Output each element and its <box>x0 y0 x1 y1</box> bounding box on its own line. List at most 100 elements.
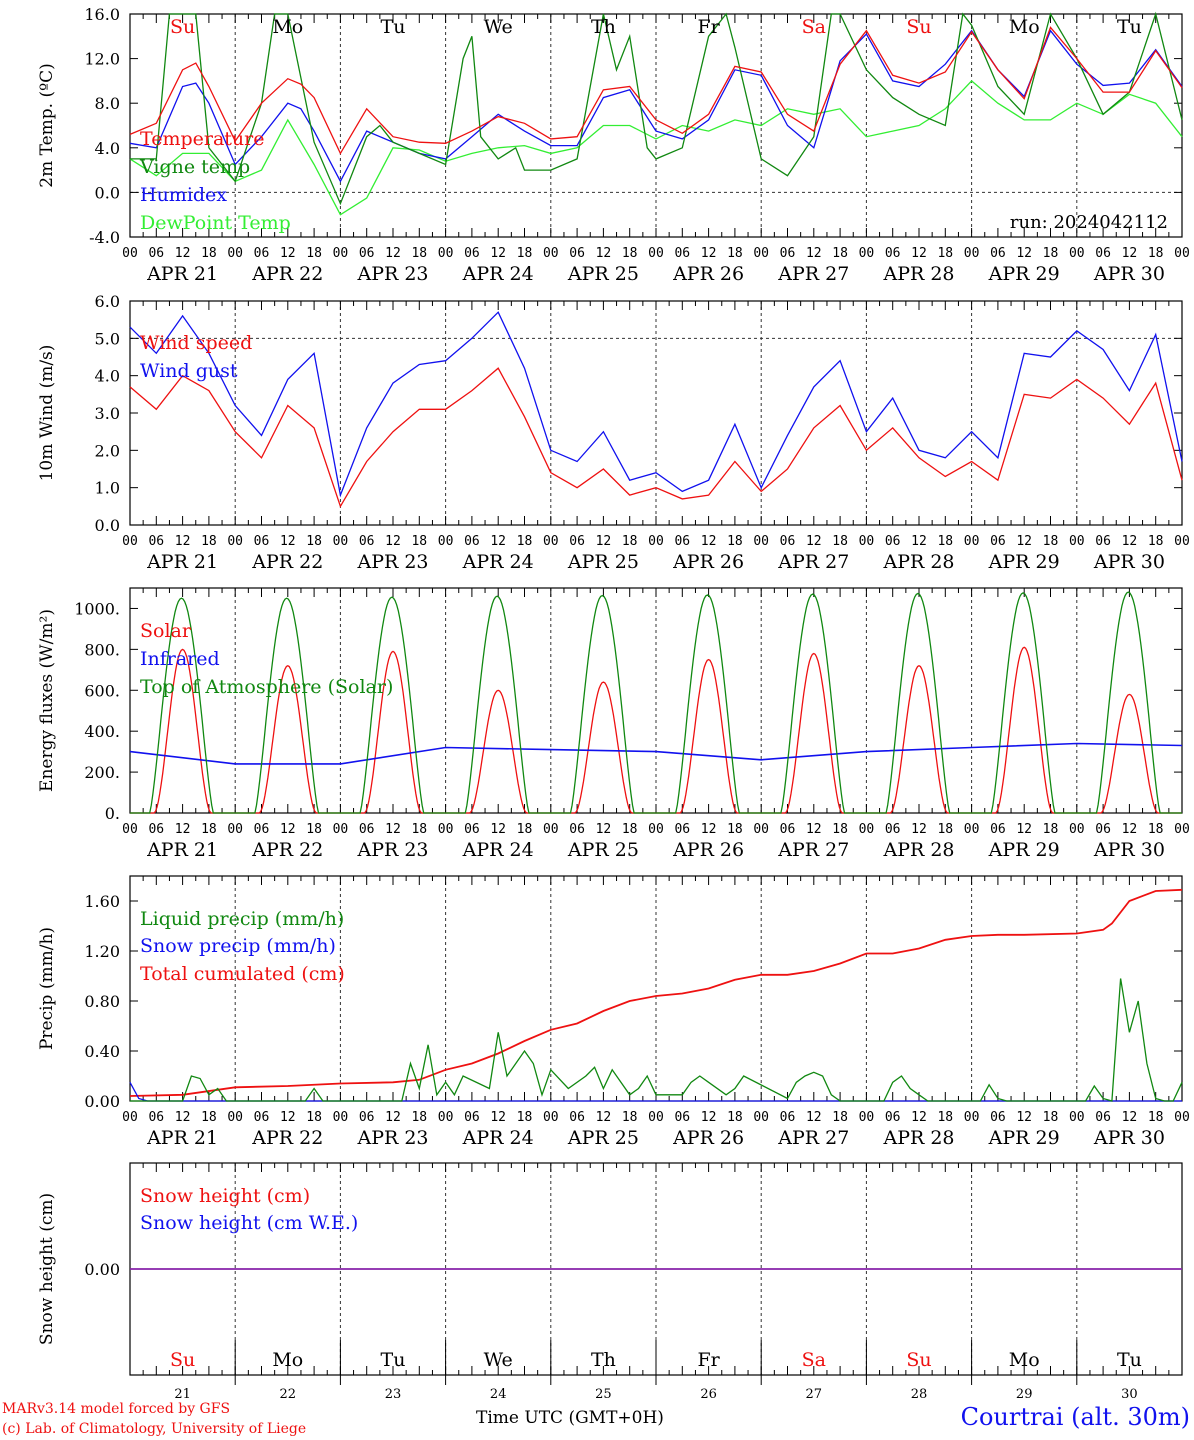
y-tick-label: 5.0 <box>95 329 120 348</box>
snow-legend-item: Snow height (cm) <box>140 1185 310 1207</box>
hour-tick-label: 00 <box>859 1110 875 1125</box>
weekday-label: Fr <box>697 16 720 38</box>
hour-tick-label: 00 <box>648 822 664 837</box>
hour-tick-label: 06 <box>780 534 796 549</box>
hour-tick-label: 06 <box>674 246 690 261</box>
hour-tick-label: 12 <box>175 534 191 549</box>
y-tick-label: 0.00 <box>84 1092 120 1111</box>
hour-tick-label: 18 <box>727 1110 743 1125</box>
hour-tick-label: 18 <box>411 246 427 261</box>
weekday-label: Tu <box>381 16 406 38</box>
hour-tick-label: 12 <box>1122 1110 1138 1125</box>
date-label: APR 24 <box>462 839 534 861</box>
hour-tick-label: 00 <box>543 246 559 261</box>
hour-tick-label: 06 <box>780 1110 796 1125</box>
hour-tick-label: 06 <box>464 1110 480 1125</box>
hour-tick-label: 12 <box>806 246 822 261</box>
date-label: APR 29 <box>988 839 1060 861</box>
hour-tick-label: 12 <box>175 246 191 261</box>
date-label: APR 23 <box>356 839 428 861</box>
hour-tick-label: 00 <box>122 822 138 837</box>
hour-tick-label: 18 <box>1148 534 1164 549</box>
hour-tick-label: 06 <box>885 822 901 837</box>
hour-tick-label: 00 <box>543 534 559 549</box>
date-label: APR 23 <box>356 551 428 573</box>
hour-tick-label: 12 <box>1016 822 1032 837</box>
y-tick-label: 1.0 <box>95 479 120 498</box>
hour-tick-label: 06 <box>359 246 375 261</box>
hour-tick-label: 12 <box>806 1110 822 1125</box>
hour-tick-label: 06 <box>464 534 480 549</box>
hour-tick-label: 00 <box>753 246 769 261</box>
hour-tick-label: 06 <box>148 246 164 261</box>
hour-tick-label: 00 <box>648 1110 664 1125</box>
temp-legend-item: DewPoint Temp <box>140 212 291 234</box>
hour-tick-label: 06 <box>990 822 1006 837</box>
hour-tick-label: 12 <box>1122 822 1138 837</box>
date-label: APR 27 <box>777 1127 849 1149</box>
hour-tick-label: 06 <box>1095 1110 1111 1125</box>
hour-tick-label: 06 <box>569 822 585 837</box>
hour-tick-label: 00 <box>964 822 980 837</box>
wind-y-axis-label: 10m Wind (m/s) <box>37 345 57 482</box>
hour-tick-label: 06 <box>1095 534 1111 549</box>
date-label: APR 23 <box>356 263 428 285</box>
hour-tick-label: 00 <box>964 534 980 549</box>
date-label: APR 21 <box>146 263 218 285</box>
day-number-label: 28 <box>911 1387 928 1402</box>
y-tick-label: 8.0 <box>95 94 120 113</box>
hour-tick-label: 18 <box>727 534 743 549</box>
hour-tick-label: 18 <box>937 1110 953 1125</box>
hour-tick-label: 06 <box>148 1110 164 1125</box>
energy-legend-item: Top of Atmosphere (Solar) <box>140 676 393 698</box>
station-label: Courtrai (alt. 30m) <box>961 1403 1190 1431</box>
weekday-label: Su <box>170 16 195 38</box>
y-tick-label: 0. <box>105 804 120 823</box>
hour-tick-label: 06 <box>885 1110 901 1125</box>
y-tick-label: 1.60 <box>84 892 120 911</box>
hour-tick-label: 12 <box>1016 534 1032 549</box>
hour-tick-label: 06 <box>464 246 480 261</box>
hour-tick-label: 00 <box>1069 534 1085 549</box>
hour-tick-label: 00 <box>1069 822 1085 837</box>
hour-tick-label: 12 <box>911 1110 927 1125</box>
hour-tick-label: 12 <box>385 822 401 837</box>
hour-tick-label: 06 <box>254 822 270 837</box>
date-label: APR 25 <box>567 839 639 861</box>
plot-frame <box>129 300 1183 526</box>
run-label: run: 2024042112 <box>1010 212 1168 233</box>
hour-tick-label: 06 <box>990 534 1006 549</box>
date-label: APR 23 <box>356 1127 428 1149</box>
hour-tick-label: 18 <box>727 822 743 837</box>
hour-tick-label: 06 <box>885 534 901 549</box>
hour-tick-label: 12 <box>490 822 506 837</box>
hour-tick-label: 18 <box>832 1110 848 1125</box>
temp-legend-item: Vigne temp <box>139 156 250 178</box>
hour-tick-label: 00 <box>543 822 559 837</box>
hour-tick-label: 00 <box>438 534 454 549</box>
date-label: APR 28 <box>882 263 954 285</box>
date-label: APR 22 <box>251 839 323 861</box>
hour-tick-label: 12 <box>701 822 717 837</box>
hour-tick-label: 06 <box>464 822 480 837</box>
y-tick-label: 0.40 <box>84 1042 120 1061</box>
hour-tick-label: 06 <box>1095 246 1111 261</box>
weekday-label: We <box>484 16 513 38</box>
weekday-label: Tu <box>381 1349 406 1371</box>
weekday-label: Su <box>170 1349 195 1371</box>
plot-frame <box>129 13 1183 238</box>
hour-tick-label: 18 <box>622 822 638 837</box>
hour-tick-label: 18 <box>937 534 953 549</box>
date-label: APR 29 <box>988 1127 1060 1149</box>
hour-tick-label: 00 <box>964 1110 980 1125</box>
day-number-label: 27 <box>806 1387 823 1402</box>
y-tick-label: 4.0 <box>95 367 120 386</box>
hour-tick-label: 18 <box>622 534 638 549</box>
energy-axes <box>129 587 1183 814</box>
weekday-label: Mo <box>272 16 303 38</box>
hour-tick-label: 12 <box>280 246 296 261</box>
date-label: APR 26 <box>672 263 744 285</box>
date-label: APR 30 <box>1093 1127 1165 1149</box>
time-axis-label: Time UTC (GMT+0H) <box>476 1408 664 1428</box>
